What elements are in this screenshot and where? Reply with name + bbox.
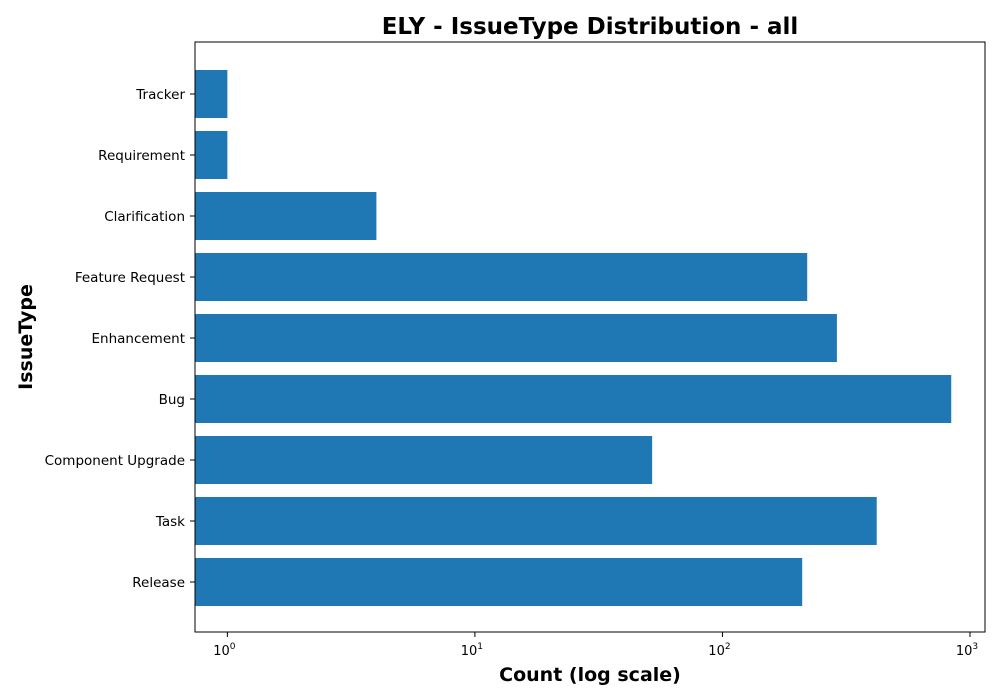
x-tick-base: 10 <box>956 644 973 659</box>
y-tick-label: Task <box>155 514 185 530</box>
y-axis-ticks: Tracker Requirement Clarification Feature R… <box>45 87 195 591</box>
bar-feature-request <box>195 253 808 301</box>
x-tick-exponent: 0 <box>230 642 236 652</box>
x-tick-base: 10 <box>708 644 725 659</box>
y-tick-label: Feature Request <box>75 270 185 286</box>
x-axis-ticks: 100 101 102 103 <box>213 632 978 659</box>
x-axis-label: Count (log scale) <box>499 664 681 686</box>
x-tick-exponent: 1 <box>477 642 483 652</box>
y-tick-label: Bug <box>159 392 185 408</box>
x-tick-label: 100 <box>213 642 236 659</box>
bar-requirement <box>195 131 228 179</box>
bar-task <box>195 497 877 545</box>
x-tick-exponent: 3 <box>972 642 978 652</box>
x-tick-label: 101 <box>461 642 483 659</box>
x-tick-base: 10 <box>213 644 230 659</box>
bar-tracker <box>195 70 228 118</box>
chart-title: ELY - IssueType Distribution - all <box>382 14 799 40</box>
y-tick-label: Requirement <box>98 148 185 164</box>
x-tick-exponent: 2 <box>725 642 731 652</box>
bar-bug <box>195 375 952 423</box>
bars <box>195 70 952 606</box>
y-tick-label: Tracker <box>135 87 185 103</box>
x-tick-label: 103 <box>956 642 978 659</box>
x-tick-label: 102 <box>708 642 730 659</box>
y-tick-label: Component Upgrade <box>45 453 185 469</box>
bar-release <box>195 558 803 606</box>
bar-enhancement <box>195 314 837 362</box>
y-tick-label: Enhancement <box>91 331 185 347</box>
x-tick-base: 10 <box>461 644 478 659</box>
plot-frame <box>194 41 986 633</box>
y-tick-label: Clarification <box>104 209 185 225</box>
y-tick-label: Release <box>132 575 185 591</box>
bar-component-upgrade <box>195 436 653 484</box>
y-axis-label: IssueType <box>15 284 37 390</box>
bar-clarification <box>195 192 377 240</box>
